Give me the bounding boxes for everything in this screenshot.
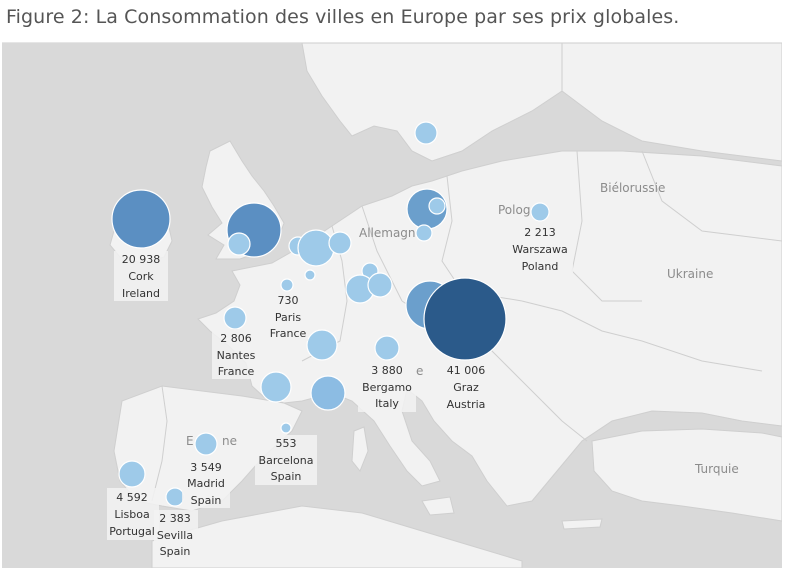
graz-country: Austria [447, 398, 486, 411]
bubble-cork[interactable] [111, 189, 171, 249]
bubble-madrid[interactable] [194, 432, 218, 456]
label-paris: 730 Paris France [268, 293, 308, 341]
cork-country: Ireland [122, 287, 160, 300]
lisboa-country: Portugal [109, 525, 155, 538]
bubble[interactable] [414, 121, 438, 145]
label-barcelona: 553 Barcelona Spain [255, 435, 317, 485]
bubble-lisboa[interactable] [118, 460, 146, 488]
warszawa-value: 2 213 [524, 226, 556, 239]
cork-city: Cork [128, 270, 154, 283]
warszawa-city: Warszawa [512, 243, 567, 256]
country-label-bielorussie: Biélorussie [600, 181, 665, 195]
barcelona-city: Barcelona [259, 454, 314, 467]
bubble[interactable] [297, 229, 335, 267]
bubble[interactable] [304, 269, 316, 281]
bubble[interactable] [306, 329, 338, 361]
nantes-value: 2 806 [220, 332, 252, 345]
bubble[interactable] [227, 232, 251, 256]
graz-value: 41 006 [447, 364, 486, 377]
bergamo-city: Bergamo [362, 381, 412, 394]
country-label-ukraine: Ukraine [667, 267, 713, 281]
bubble[interactable] [328, 231, 352, 255]
label-warszawa: 2 213 Warszawa Poland [509, 225, 573, 273]
bubble[interactable] [367, 272, 393, 298]
bubble-graz[interactable] [423, 277, 507, 361]
label-madrid: 3 549 Madrid Spain [182, 458, 230, 508]
paris-country: France [270, 327, 307, 340]
country-label-italie-e: e [416, 364, 423, 378]
chart-title: Figure 2: La Consommation des villes en … [6, 6, 680, 28]
label-sevilla: 2 383 Sevilla Spain [154, 510, 198, 562]
bubble-nantes[interactable] [223, 306, 247, 330]
warszawa-country: Poland [522, 260, 559, 273]
sevilla-city: Sevilla [157, 529, 193, 542]
country-label-pologne: Polog [498, 203, 530, 217]
graz-city: Graz [453, 381, 479, 394]
unlabeled-bubbles [226, 121, 455, 411]
bubble[interactable] [428, 197, 446, 215]
lisboa-value: 4 592 [116, 491, 148, 504]
country-label-espagne-ne: ne [222, 434, 237, 448]
bubble[interactable] [415, 224, 433, 242]
label-lisboa: 4 592 Lisboa Portugal [107, 488, 159, 540]
sevilla-value: 2 383 [159, 512, 191, 525]
label-cork: 20 938 Cork Ireland [114, 251, 168, 301]
bubble[interactable] [260, 371, 292, 403]
country-label-turquie: Turquie [694, 462, 739, 476]
bubble-barcelona[interactable] [280, 422, 292, 434]
barcelona-country: Spain [271, 470, 302, 483]
city-bubbles [111, 189, 550, 507]
country-label-allemagne: Allemagn [359, 226, 416, 240]
bubble-paris[interactable] [280, 278, 294, 292]
nantes-country: France [218, 365, 255, 378]
madrid-value: 3 549 [190, 461, 222, 474]
label-bergamo: 3 880 Bergamo Italy [358, 362, 416, 412]
paris-city: Paris [275, 311, 301, 324]
bubble[interactable] [310, 375, 346, 411]
bubble-sevilla[interactable] [165, 487, 185, 507]
bergamo-country: Italy [375, 397, 399, 410]
label-graz: 41 006 Graz Austria [440, 362, 494, 412]
madrid-city: Madrid [187, 477, 225, 490]
bergamo-value: 3 880 [371, 364, 403, 377]
madrid-country: Spain [191, 494, 222, 507]
bubble-warszawa[interactable] [530, 202, 550, 222]
sevilla-country: Spain [160, 545, 191, 558]
city-labels: 20 938 Cork Ireland 2 213 Warszawa Polan… [107, 225, 573, 562]
paris-value: 730 [278, 294, 299, 307]
cork-value: 20 938 [122, 253, 161, 266]
label-nantes: 2 806 Nantes France [212, 329, 260, 379]
bubble-bergamo[interactable] [374, 335, 400, 361]
barcelona-value: 553 [276, 437, 297, 450]
country-label-espagne-e: E [186, 434, 194, 448]
europe-map[interactable]: Biélorussie Ukraine Turquie Allemagn Pol… [2, 42, 783, 569]
nantes-city: Nantes [217, 349, 256, 362]
lisboa-city: Lisboa [114, 508, 149, 521]
